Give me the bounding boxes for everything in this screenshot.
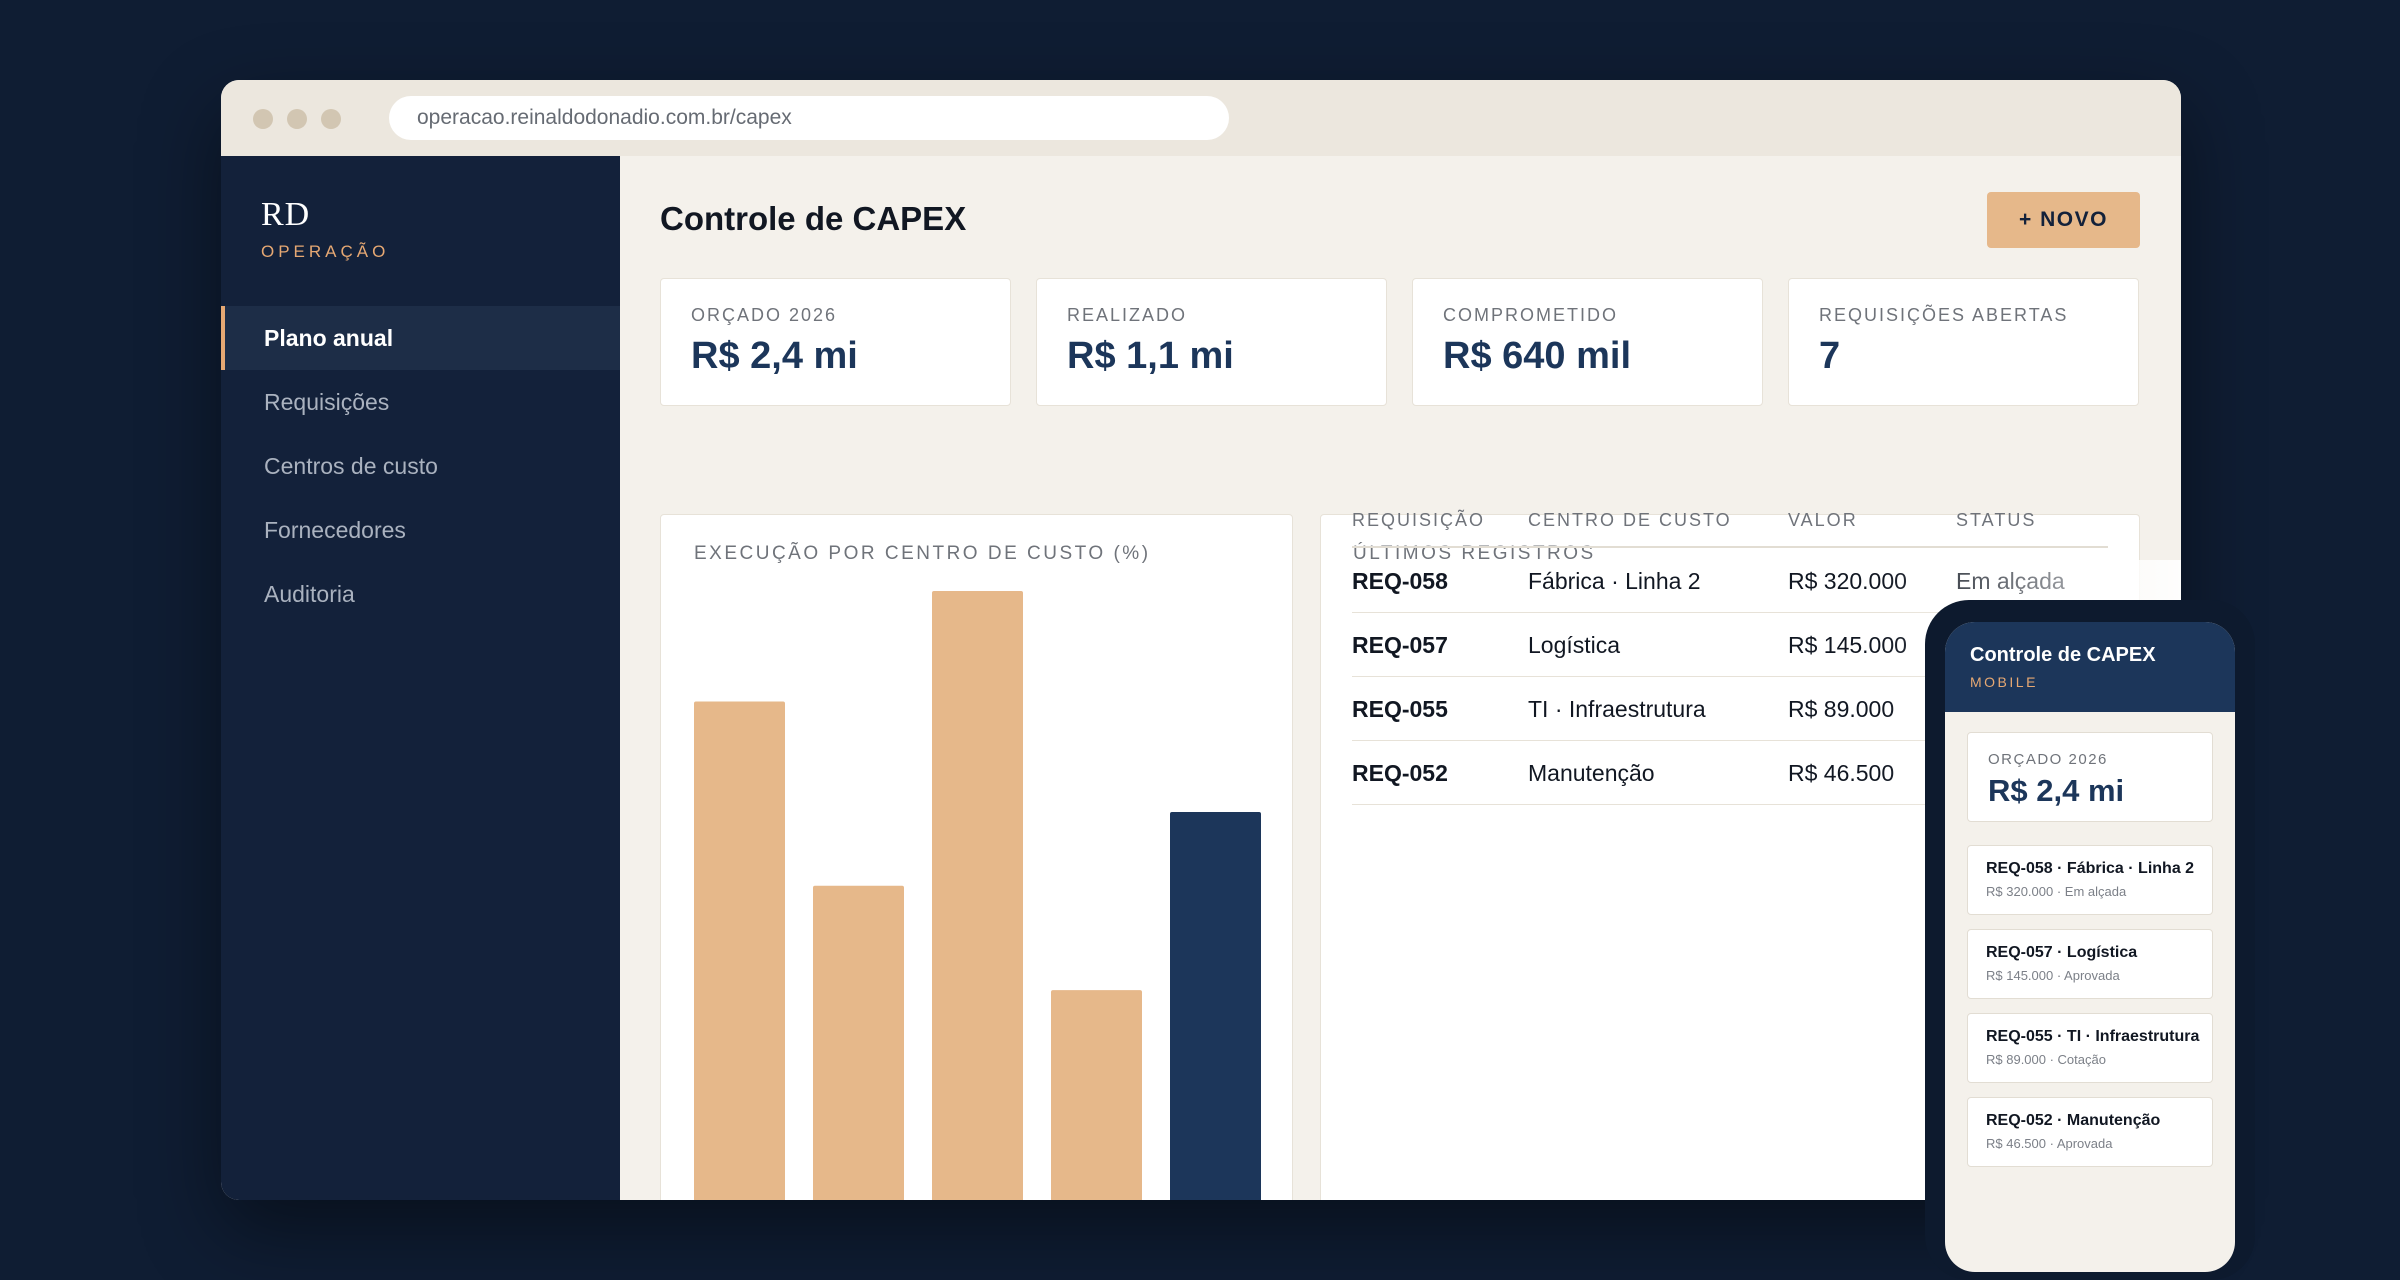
phone-mockup: Controle de CAPEX MOBILE ORÇADO 2026 R$ … [1925,600,2255,1280]
kpi-value: R$ 640 mil [1443,335,1631,377]
phone-item-subtitle: R$ 145.000 · Aprovada [1986,968,2120,983]
cell-requisicao: REQ-055 [1352,696,1448,722]
column-header-requisicao[interactable]: REQUISIÇÃO [1352,510,1486,530]
kpi-label: ORÇADO 2026 [691,305,838,325]
phone-item-subtitle: R$ 46.500 · Aprovada [1986,1136,2113,1151]
phone-header: Controle de CAPEX MOBILE [1945,622,2235,712]
phone-list-item[interactable]: REQ-058 · Fábrica · Linha 2 R$ 320.000 ·… [1967,845,2213,915]
cell-valor: R$ 89.000 [1788,696,1895,722]
table-row[interactable]: REQ-055 TI · Infraestrutura R$ 89.000 [1352,677,2108,741]
phone-item-title: REQ-058 · Fábrica · Linha 2 [1986,860,2195,877]
logo-subtitle: OPERAÇÃO [261,242,390,261]
kpi-card-requisicoes-abertas: REQUISIÇÕES ABERTAS 7 [1788,278,2139,406]
sidebar-item-requisicoes[interactable]: Requisições [264,389,390,415]
sidebar-nav: Plano anual Requisições Centros de custo… [221,306,620,626]
cell-centro-de-custo: TI · Infraestrutura [1528,696,1706,722]
kpi-card-comprometido: COMPROMETIDO R$ 640 mil [1412,278,1763,406]
logo: RD [261,196,311,233]
chart-card: EXECUÇÃO POR CENTRO DE CUSTO (%) [660,514,1293,1200]
cell-valor: R$ 320.000 [1788,568,1907,594]
chart-title: EXECUÇÃO POR CENTRO DE CUSTO (%) [694,543,1151,564]
page-title: Controle de CAPEX [660,200,967,237]
kpi-card-orcado: ORÇADO 2026 R$ 2,4 mi [660,278,1011,406]
sidebar-item-fornecedores[interactable]: Fornecedores [264,517,406,543]
cell-centro-de-custo: Manutenção [1528,760,1655,786]
sidebar-item-auditoria[interactable]: Auditoria [264,581,355,607]
phone-kpi-card: ORÇADO 2026 R$ 2,4 mi [1967,732,2213,822]
bar-5[interactable] [1170,812,1261,1200]
sidebar-item-plano-anual[interactable]: Plano anual [221,306,620,370]
cell-centro-de-custo: Logística [1528,632,1621,658]
bar-2[interactable] [813,885,904,1200]
kpi-label: REALIZADO [1067,305,1188,325]
phone-title: Controle de CAPEX [1970,644,2156,666]
window-minimize-dot[interactable] [287,109,307,129]
bar-4[interactable] [1051,990,1142,1200]
kpi-value: R$ 2,4 mi [691,335,858,377]
bar-1[interactable] [694,701,785,1200]
kpi-label: COMPROMETIDO [1443,305,1618,325]
column-header-valor[interactable]: VALOR [1788,510,1858,530]
table-header-divider [1352,546,2108,548]
sidebar-item-centros-de-custo[interactable]: Centros de custo [264,453,438,479]
phone-item-subtitle: R$ 320.000 · Em alçada [1986,884,2127,899]
cell-requisicao: REQ-058 [1352,568,1448,594]
phone-list-item[interactable]: REQ-057 · Logística R$ 145.000 · Aprovad… [1967,929,2213,999]
window-close-dot[interactable] [253,109,273,129]
phone-kpi-label: ORÇADO 2026 [1988,751,2108,768]
phone-kpi-value: R$ 2,4 mi [1988,773,2125,808]
kpi-value: R$ 1,1 mi [1067,335,1234,377]
cell-centro-de-custo: Fábrica · Linha 2 [1528,568,1701,594]
phone-list-item[interactable]: REQ-052 · Manutenção R$ 46.500 · Aprovad… [1967,1097,2213,1167]
kpi-value: 7 [1819,335,1841,377]
bar-3[interactable] [932,591,1023,1200]
address-bar[interactable]: operacao.reinaldodonadio.com.br/capex [389,96,1229,140]
sidebar: RD OPERAÇÃO Plano anual Requisições Cent… [221,156,620,1200]
column-header-status[interactable]: STATUS [1956,510,2037,530]
phone-item-title: REQ-052 · Manutenção [1986,1112,2161,1129]
phone-item-title: REQ-057 · Logística [1986,944,2138,961]
phone-screen: Controle de CAPEX MOBILE ORÇADO 2026 R$ … [1945,622,2235,1272]
new-button[interactable]: + NOVO [1987,192,2140,248]
bar-chart [694,591,1261,1200]
window-maximize-dot[interactable] [321,109,341,129]
kpi-card-realizado: REALIZADO R$ 1,1 mi [1036,278,1387,406]
phone-item-title: REQ-055 · TI · Infraestrutura [1986,1028,2200,1045]
phone-subtitle: MOBILE [1970,674,2038,690]
browser-toolbar: operacao.reinaldodonadio.com.br/capex [221,80,2181,156]
phone-list-item[interactable]: REQ-055 · TI · Infraestrutura R$ 89.000 … [1967,1013,2213,1083]
cell-requisicao: REQ-052 [1352,760,1448,786]
column-header-centro-de-custo[interactable]: CENTRO DE CUSTO [1528,510,1732,530]
records-title: ÚLTIMOS REGISTROS [1353,543,1596,564]
phone-item-subtitle: R$ 89.000 · Cotação [1986,1052,2106,1067]
table-row[interactable]: REQ-052 Manutenção R$ 46.500 [1352,741,2108,805]
kpi-label: REQUISIÇÕES ABERTAS [1819,305,2069,325]
cell-valor: R$ 145.000 [1788,632,1907,658]
cell-requisicao: REQ-057 [1352,632,1448,658]
cell-valor: R$ 46.500 [1788,760,1895,786]
